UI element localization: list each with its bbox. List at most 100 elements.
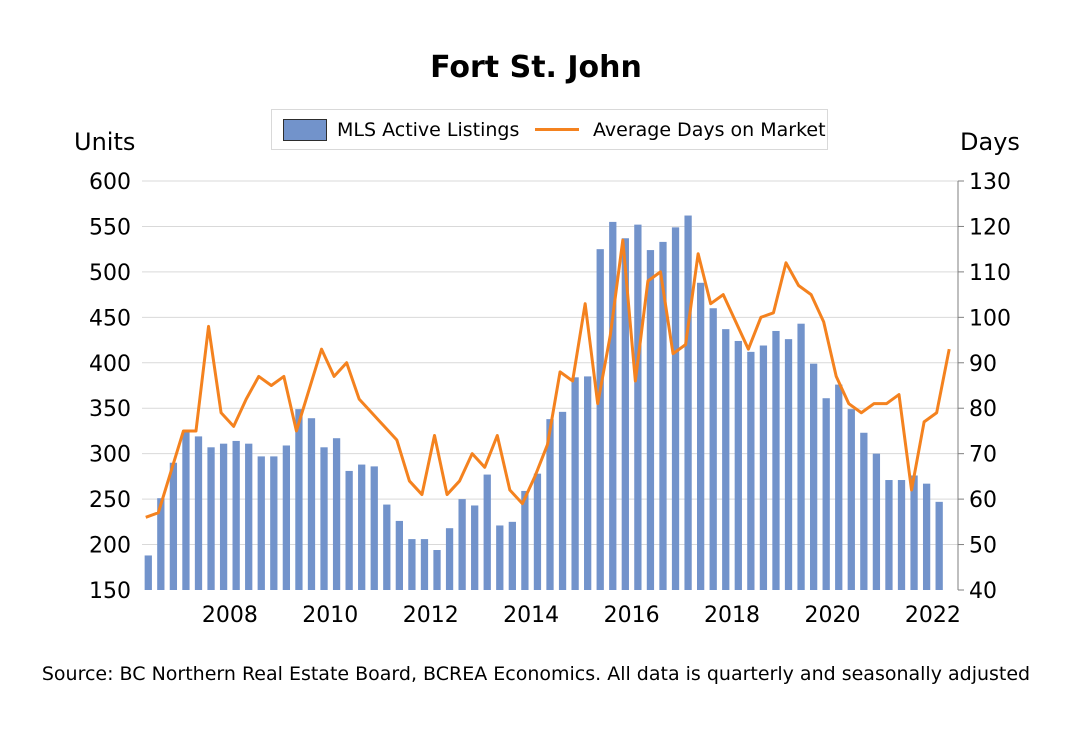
right-tick-label: 100 [969, 306, 1011, 331]
bar [835, 384, 843, 590]
right-tick-label: 70 [969, 443, 997, 468]
bar [370, 466, 378, 590]
days-on-market-line [145, 238, 951, 519]
bar [659, 241, 667, 590]
bar [483, 474, 491, 590]
bar [433, 550, 441, 590]
left-tick-label: 350 [89, 397, 131, 422]
legend: MLS Active Listings Average Days on Mark… [271, 109, 828, 150]
x-tick-label: 2014 [503, 603, 559, 628]
bar [621, 238, 629, 590]
bar [558, 411, 567, 590]
left-tick-label: 150 [89, 579, 131, 604]
bar [194, 436, 203, 590]
bar [910, 475, 918, 590]
right-tick-label: 130 [969, 170, 1011, 195]
right-tick-label: 40 [969, 579, 997, 604]
bar [709, 308, 717, 590]
right-tick-label: 50 [969, 534, 997, 559]
bar [784, 339, 793, 590]
left-tick-label: 500 [89, 261, 131, 286]
right-tick-label: 120 [969, 215, 1011, 240]
right-tick-label: 90 [969, 352, 997, 377]
bar [546, 419, 554, 590]
bar [320, 447, 328, 590]
legend-item-days-on-market: Average Days on Market [535, 110, 826, 149]
bar [282, 445, 291, 590]
x-tick-label: 2022 [905, 603, 961, 628]
left-tick-label: 200 [89, 534, 131, 559]
bar [307, 418, 316, 590]
bar [809, 363, 818, 590]
legend-item-active-listings: MLS Active Listings [283, 110, 519, 149]
bar [332, 438, 341, 590]
bar [897, 480, 906, 590]
bar [533, 473, 542, 590]
bar [257, 456, 265, 590]
bar [521, 490, 529, 590]
bar [759, 345, 768, 590]
right-tick-label: 110 [969, 261, 1011, 286]
bar [822, 398, 830, 590]
bar [358, 464, 366, 590]
left-tick-label: 250 [89, 488, 131, 513]
bar [772, 330, 780, 590]
bar [922, 483, 931, 590]
bar [207, 447, 215, 590]
bar [797, 323, 805, 590]
x-tick-label: 2010 [302, 603, 358, 628]
bar [571, 377, 579, 590]
bar [747, 351, 755, 590]
bar [684, 215, 692, 590]
bar [270, 456, 278, 590]
left-tick-label: 400 [89, 352, 131, 377]
x-tick-label: 2018 [704, 603, 760, 628]
chart-title: Fort St. John [430, 50, 642, 85]
bar [872, 453, 881, 590]
right-axis-title: Days [960, 128, 1020, 156]
bar [671, 227, 680, 590]
legend-swatch-bar [283, 118, 327, 141]
bar [496, 525, 504, 590]
x-tick-label: 2008 [202, 603, 258, 628]
bar [420, 539, 429, 590]
bar [860, 432, 868, 590]
bar [157, 498, 165, 590]
bar [458, 499, 466, 590]
legend-label-days-on-market: Average Days on Market [593, 118, 826, 141]
bar [584, 376, 592, 590]
bar [232, 440, 240, 590]
bar [734, 340, 742, 590]
bar [295, 409, 303, 590]
x-tick-label: 2016 [604, 603, 660, 628]
bar [445, 528, 454, 590]
bar [383, 504, 391, 590]
bar [634, 224, 642, 591]
bar [144, 555, 152, 590]
bar [697, 282, 705, 590]
bar [847, 409, 855, 590]
right-tick-label: 60 [969, 488, 997, 513]
legend-label-active-listings: MLS Active Listings [337, 118, 520, 141]
bar [609, 221, 617, 590]
bar [169, 462, 178, 590]
bar [219, 443, 228, 590]
bar [345, 470, 353, 590]
left-tick-label: 300 [89, 443, 131, 468]
bar [182, 430, 190, 590]
bar [935, 501, 943, 590]
x-tick-label: 2012 [403, 603, 459, 628]
right-tick-label: 80 [969, 397, 997, 422]
left-tick-label: 450 [89, 306, 131, 331]
legend-swatch-line [535, 128, 579, 131]
bar [596, 249, 604, 590]
bar [245, 443, 253, 590]
bar [722, 329, 730, 590]
bar [646, 250, 655, 590]
source-note: Source: BC Northern Real Estate Board, B… [41, 663, 1031, 685]
bar [395, 520, 403, 590]
left-tick-label: 550 [89, 215, 131, 240]
left-axis-title: Units [74, 128, 136, 156]
x-tick-label: 2020 [804, 603, 860, 628]
